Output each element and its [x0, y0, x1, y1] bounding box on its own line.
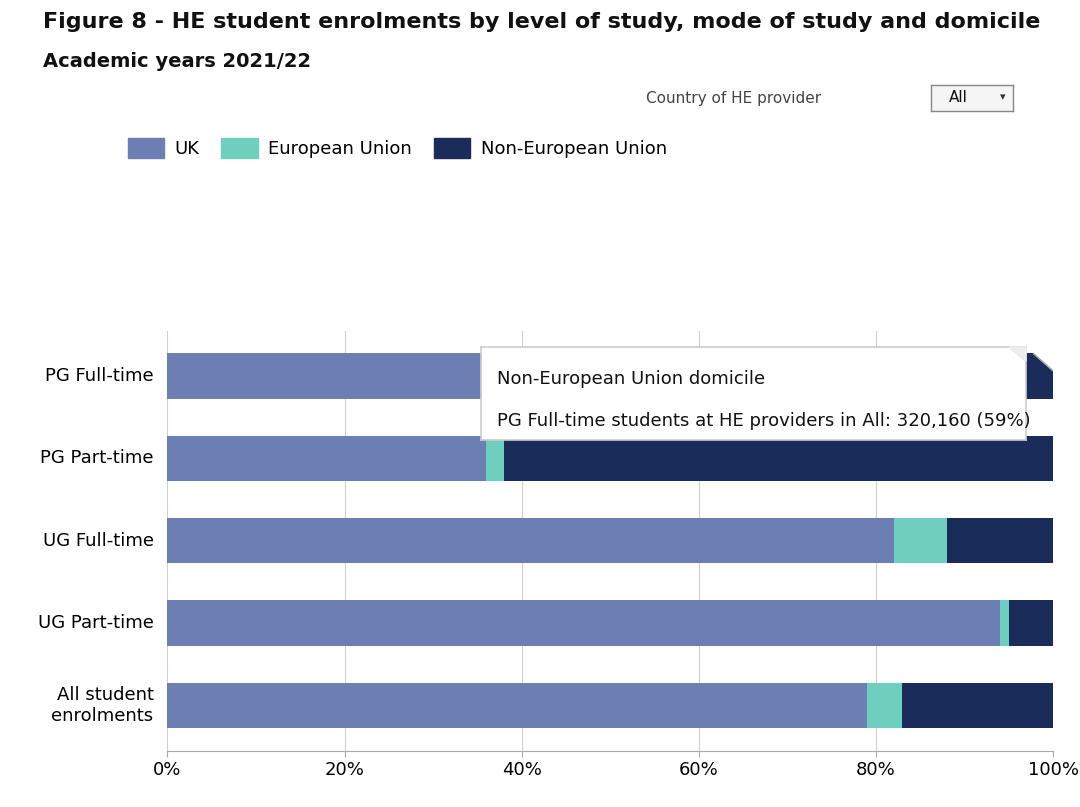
Bar: [893, 518, 947, 563]
Text: Non-European Union domicile: Non-European Union domicile: [497, 370, 765, 388]
Text: Academic years 2021/22: Academic years 2021/22: [43, 52, 311, 72]
Polygon shape: [1034, 353, 1053, 370]
Bar: [167, 518, 893, 563]
Text: ▾: ▾: [1000, 93, 1005, 102]
Bar: [504, 436, 1053, 481]
Text: PG Full-time students at HE providers in All: 320,160 (59%): PG Full-time students at HE providers in…: [497, 412, 1030, 430]
Bar: [167, 436, 486, 481]
Text: All: All: [949, 90, 968, 105]
Bar: [530, 353, 1053, 399]
Bar: [167, 353, 495, 399]
Text: Country of HE provider: Country of HE provider: [646, 91, 821, 106]
Bar: [1009, 600, 1053, 646]
Polygon shape: [1010, 347, 1026, 361]
Bar: [867, 683, 903, 728]
Legend: UK, European Union, Non-European Union: UK, European Union, Non-European Union: [127, 138, 666, 158]
Bar: [947, 518, 1053, 563]
Bar: [1000, 600, 1009, 646]
Bar: [486, 436, 504, 481]
Bar: [903, 683, 1053, 728]
Bar: [495, 353, 530, 399]
Bar: [167, 683, 867, 728]
Text: Figure 8 - HE student enrolments by level of study, mode of study and domicile: Figure 8 - HE student enrolments by leve…: [43, 12, 1040, 32]
Bar: [167, 600, 1000, 646]
